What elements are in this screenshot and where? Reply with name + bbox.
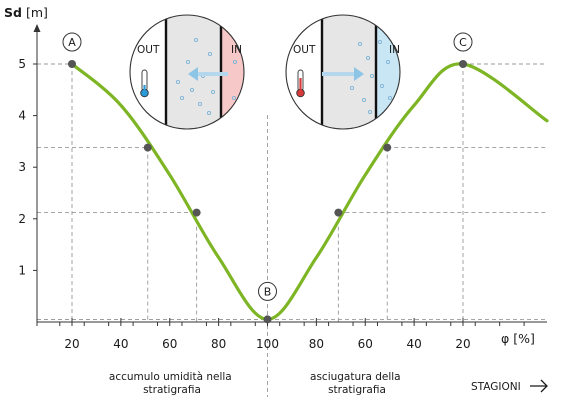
drying-note: asciugatura della stratigrafia <box>310 371 404 396</box>
inset1-in-label: IN <box>231 44 242 56</box>
data-point <box>334 208 343 217</box>
accumulation-note: accumulo umidità nella stratigrafia <box>109 371 235 396</box>
inset-drying: OUT IN <box>285 14 401 130</box>
x-axis-title: φ [%] <box>501 331 535 346</box>
moisture-arrow-left-icon <box>188 67 228 81</box>
x-tick-label: 80 <box>211 337 226 351</box>
sd-curve <box>70 62 549 322</box>
y-ticks: 1 2 3 4 5 <box>18 57 37 277</box>
vapor-dots <box>175 37 238 116</box>
x-ticks: 20 40 60 80 100 80 60 40 20 <box>36 318 525 351</box>
inset2-in-label: IN <box>389 44 400 56</box>
point-label: A <box>68 36 76 49</box>
data-point <box>68 60 76 68</box>
point-label: B <box>264 285 272 298</box>
x-tick-label: 40 <box>113 337 128 351</box>
y-tick-label: 1 <box>18 263 26 277</box>
point-label: C <box>459 36 467 49</box>
x-tick-label: 20 <box>64 337 79 351</box>
inset1-out-label: OUT <box>137 44 160 56</box>
y-tick-label: 2 <box>18 212 26 226</box>
inset2-out-label: OUT <box>293 44 316 56</box>
seasons-label: STAGIONI <box>471 381 521 393</box>
x-tick-label: 60 <box>358 337 373 351</box>
data-point <box>192 208 201 217</box>
y-axis-title: Sd [m] <box>4 5 48 20</box>
x-tick-label: 80 <box>309 337 324 351</box>
cold-thermometer-icon <box>140 69 149 98</box>
seasons-arrow-icon <box>530 379 548 393</box>
axes <box>33 24 547 323</box>
x-tick-label: 20 <box>455 337 470 351</box>
guide-lines <box>37 63 547 397</box>
y-tick-label: 4 <box>18 109 26 123</box>
vapor-dots <box>349 39 393 123</box>
data-markers: A B C <box>62 32 473 324</box>
data-point <box>263 315 272 324</box>
point-label-circle <box>258 281 277 301</box>
x-tick-label: 60 <box>162 337 177 351</box>
moisture-arrow-right-icon <box>322 67 364 81</box>
point-label-circle <box>62 32 82 52</box>
warm-thermometer-icon <box>296 69 305 98</box>
x-tick-label: 40 <box>406 337 421 351</box>
y-tick-label: 3 <box>18 160 26 174</box>
inset-accumulation: OUT IN <box>129 14 245 130</box>
point-label-circle <box>453 32 473 52</box>
y-axis-arrow-icon <box>33 24 41 32</box>
x-tick-label: 100 <box>256 337 279 351</box>
data-point <box>459 60 467 68</box>
y-tick-label: 5 <box>18 57 26 71</box>
data-point <box>383 143 392 152</box>
data-point <box>143 143 152 152</box>
